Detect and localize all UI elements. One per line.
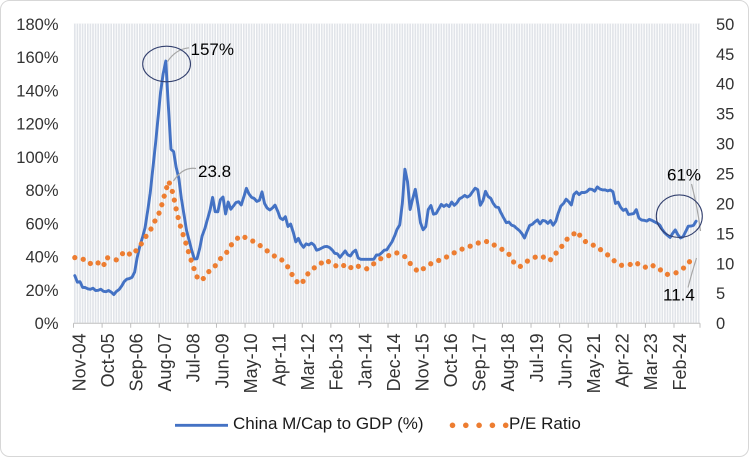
svg-text:Feb-24: Feb-24 [670, 333, 690, 390]
svg-text:40: 40 [716, 76, 734, 94]
svg-text:Aug-07: Aug-07 [155, 333, 175, 391]
svg-text:Jun-20: Jun-20 [555, 333, 575, 388]
svg-text:Apr-22: Apr-22 [613, 333, 633, 387]
svg-text:25: 25 [716, 166, 734, 184]
svg-text:May-21: May-21 [584, 333, 604, 393]
svg-text:China M/Cap to GDP (%): China M/Cap to GDP (%) [233, 414, 424, 433]
svg-text:Oct-16: Oct-16 [441, 333, 461, 387]
svg-text:120%: 120% [16, 116, 59, 134]
svg-text:15: 15 [716, 225, 734, 243]
svg-text:45: 45 [716, 46, 734, 64]
svg-text:Feb-13: Feb-13 [327, 333, 347, 390]
svg-text:Sep-17: Sep-17 [470, 333, 490, 391]
svg-text:Mar-23: Mar-23 [641, 333, 661, 390]
svg-text:Jan-14: Jan-14 [355, 333, 375, 388]
svg-text:Jun-09: Jun-09 [212, 333, 232, 388]
svg-text:Jul-19: Jul-19 [527, 333, 547, 382]
svg-text:Nov-04: Nov-04 [69, 333, 89, 391]
svg-text:140%: 140% [16, 82, 59, 100]
svg-text:Jul-08: Jul-08 [184, 333, 204, 382]
svg-text:80%: 80% [25, 182, 58, 200]
svg-text:5: 5 [716, 285, 725, 303]
svg-text:Mar-12: Mar-12 [298, 333, 318, 390]
svg-text:30: 30 [716, 136, 734, 154]
svg-text:Oct-05: Oct-05 [98, 333, 118, 387]
svg-text:61%: 61% [667, 166, 701, 185]
svg-text:Sep-06: Sep-06 [127, 333, 147, 391]
svg-text:0%: 0% [35, 315, 59, 333]
svg-text:Apr-11: Apr-11 [270, 333, 290, 386]
svg-text:35: 35 [716, 106, 734, 124]
svg-text:60%: 60% [25, 215, 58, 233]
svg-text:Aug-18: Aug-18 [498, 333, 518, 391]
svg-text:20: 20 [716, 195, 734, 213]
svg-text:0: 0 [716, 315, 725, 333]
svg-text:40%: 40% [25, 249, 58, 267]
svg-text:50: 50 [716, 16, 734, 34]
svg-text:20%: 20% [25, 282, 58, 300]
svg-text:11.4: 11.4 [663, 286, 695, 305]
svg-text:100%: 100% [16, 149, 59, 167]
svg-text:Dec-14: Dec-14 [384, 333, 404, 391]
svg-text:Nov-15: Nov-15 [412, 333, 432, 391]
svg-text:May-10: May-10 [241, 333, 261, 393]
svg-text:10: 10 [716, 255, 734, 273]
svg-text:160%: 160% [16, 49, 59, 67]
svg-text:23.8: 23.8 [198, 162, 231, 181]
svg-text:P/E Ratio: P/E Ratio [509, 414, 581, 433]
svg-text:180%: 180% [16, 16, 59, 34]
svg-text:157%: 157% [191, 40, 234, 59]
